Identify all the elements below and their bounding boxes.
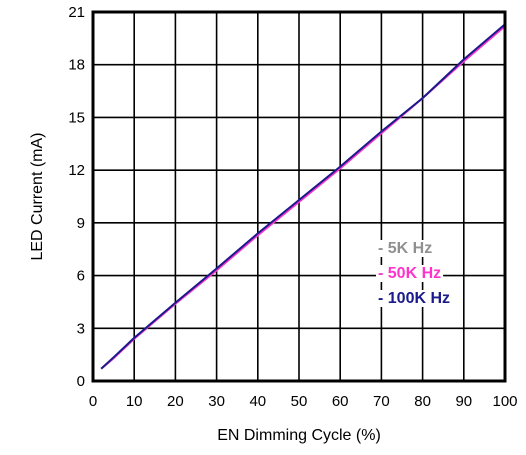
y-tick-label: 9 [77,215,85,232]
legend-item-50k-hz: - 50K Hz [378,265,441,282]
y-axis-title: LED Current (mA) [29,132,46,260]
x-tick-label: 50 [291,393,308,410]
y-tick-label: 18 [68,57,85,74]
x-tick-label: 100 [492,393,517,410]
x-tick-label: 60 [332,393,349,410]
x-tick-label: 10 [126,393,143,410]
y-tick-labels: 0 3 6 9 12 15 18 21 [68,4,85,390]
x-tick-label: 30 [208,393,225,410]
x-tick-label: 0 [89,393,97,410]
x-tick-label: 90 [455,393,472,410]
y-tick-label: 6 [77,268,85,285]
x-tick-labels: 0 10 20 30 40 50 60 70 80 90 100 [89,393,518,410]
y-tick-label: 0 [77,373,85,390]
legend-item-bg [376,265,444,282]
legend-item-bg [376,290,453,307]
y-tick-label: 3 [77,320,85,337]
x-axis-title: EN Dimming Cycle (%) [217,427,381,444]
legend-item-100k-hz: - 100K Hz [378,290,450,307]
y-tick-label: 12 [68,162,85,179]
x-tick-label: 80 [414,393,431,410]
legend: - 5K Hz - 50K Hz - 100K Hz [376,240,453,307]
y-tick-label: 21 [68,4,85,21]
x-tick-label: 20 [167,393,184,410]
y-tick-label: 15 [68,109,85,126]
grid-lines [93,12,505,381]
legend-item-bg [376,240,435,257]
x-tick-label: 40 [249,393,266,410]
series-line-100k-hz [100,23,506,370]
legend-item-5k-hz: - 5K Hz [378,240,432,257]
series-lines [100,23,506,370]
plot-frame [91,10,507,383]
x-tick-label: 70 [373,393,390,410]
